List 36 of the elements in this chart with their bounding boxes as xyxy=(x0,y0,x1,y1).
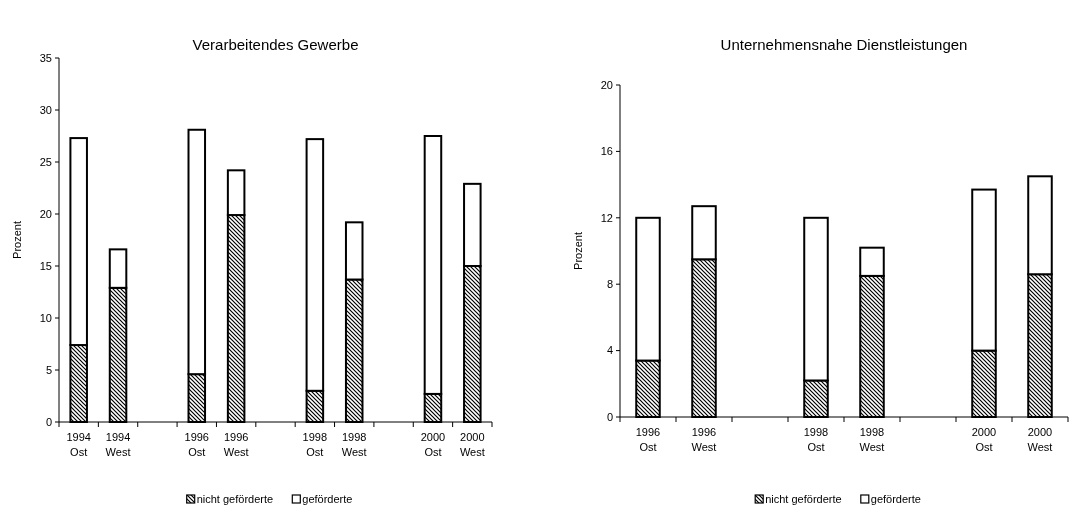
y-tick-label: 20 xyxy=(600,78,613,91)
x-tick-label: 1996 West xyxy=(691,426,717,453)
y-tick-label: 0 xyxy=(45,415,52,428)
x-tick-label: 1994 Ost xyxy=(66,431,91,458)
x-tick-label: 1998 Ost xyxy=(803,426,829,453)
y-tick-label: 16 xyxy=(600,145,613,158)
y-tick-label: 20 xyxy=(39,207,52,220)
x-tick-label: 1996 Ost xyxy=(635,426,661,453)
y-tick-label: 15 xyxy=(39,259,52,272)
y-tick-label: 4 xyxy=(606,344,613,357)
y-axis-title: Prozent xyxy=(572,232,584,270)
legend-label: geförderte xyxy=(870,493,921,505)
chart-title: Unternehmensnahe Dienstleistungen xyxy=(720,36,968,53)
x-tick-label: 1996 West xyxy=(223,431,249,458)
y-tick-label: 10 xyxy=(39,311,52,324)
chart-title: Verarbeitendes Gewerbe xyxy=(192,36,359,53)
x-tick-label: 1996 Ost xyxy=(184,431,210,458)
x-tick-label: 1994 West xyxy=(105,431,131,458)
x-tick-label: 2000 Ost xyxy=(971,426,997,453)
y-tick-label: 12 xyxy=(600,211,613,224)
x-tick-label: 2000 Ost xyxy=(420,431,446,458)
y-tick-label: 35 xyxy=(39,51,52,64)
legend-label: nicht geförderte xyxy=(765,493,842,505)
x-tick-label: 1998 Ost xyxy=(302,431,328,458)
y-tick-label: 30 xyxy=(39,103,52,116)
y-axis-title: Prozent xyxy=(11,221,23,259)
y-tick-label: 8 xyxy=(606,278,613,291)
x-tick-label: 1998 West xyxy=(859,426,885,453)
legend-label: nicht geförderte xyxy=(196,493,274,505)
x-tick-label: 2000 West xyxy=(1027,426,1053,453)
y-tick-label: 25 xyxy=(39,155,52,168)
y-tick-label: 0 xyxy=(606,410,613,423)
x-tick-label: 2000 West xyxy=(459,431,485,458)
legend-label: geförderte xyxy=(302,493,353,505)
y-tick-label: 5 xyxy=(45,363,52,376)
x-tick-label: 1998 West xyxy=(341,431,367,458)
